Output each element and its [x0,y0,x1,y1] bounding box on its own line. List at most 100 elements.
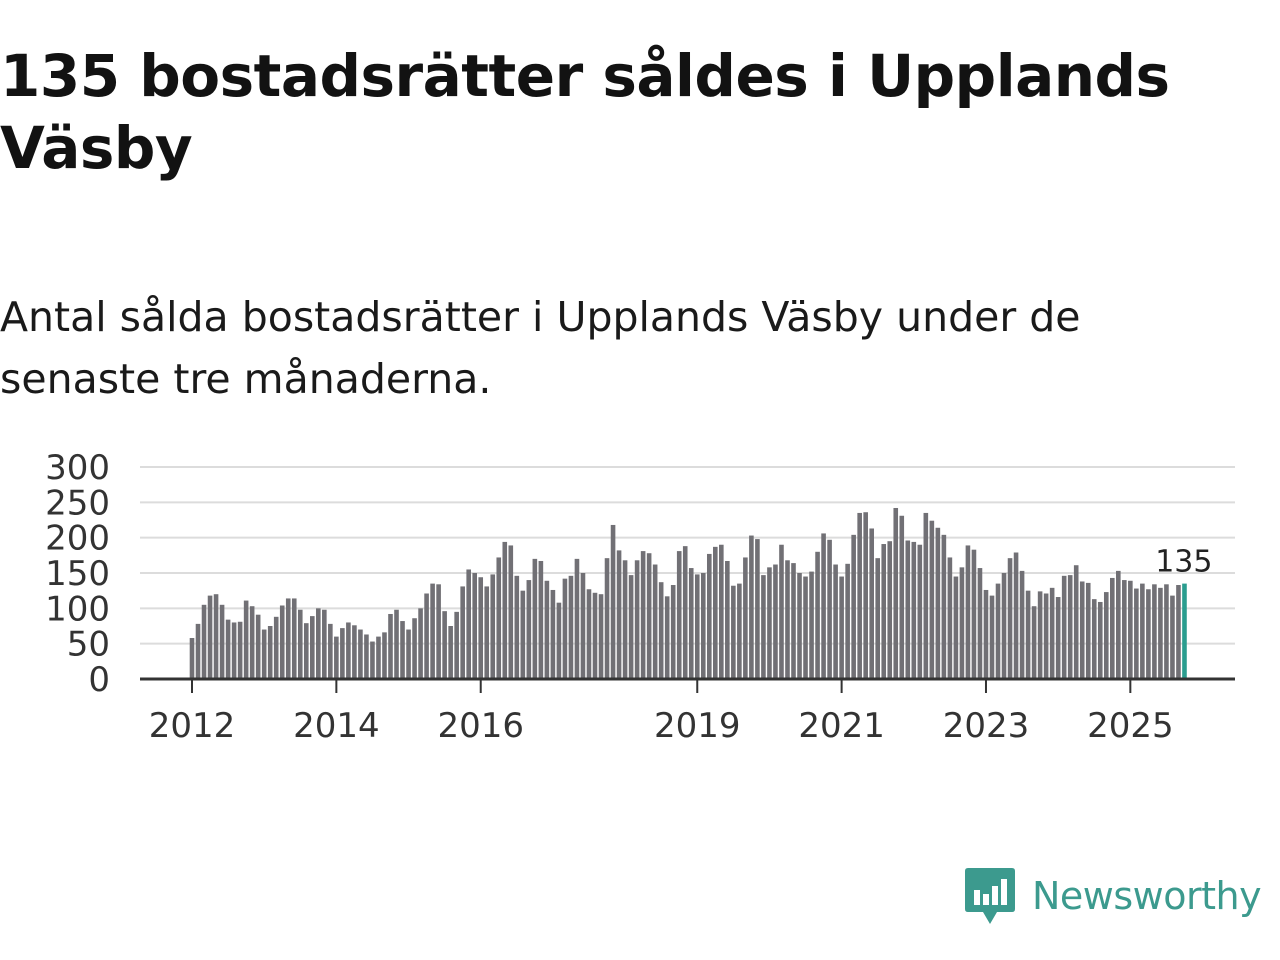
newsworthy-brand-name: Newsworthy [1032,874,1262,918]
bar [1061,575,1067,679]
bar [255,614,261,679]
chart-title: 135 bostadsrätter såldes i Upplands Väsb… [0,42,1170,182]
bar [923,512,929,679]
bar [857,512,862,679]
bar [761,575,766,679]
bar [346,622,351,679]
bar [911,541,917,679]
bar [580,573,586,679]
bar [231,622,237,679]
bar [1085,582,1091,679]
bar [340,628,345,679]
bar [851,534,856,679]
bar [484,586,490,679]
bar [1097,601,1103,679]
bar [352,625,357,679]
bar [376,636,381,679]
bar [544,580,550,679]
bar [562,578,568,679]
bar [929,520,935,679]
bar [460,586,465,679]
bar [436,584,441,679]
bar [213,594,219,679]
bar [803,576,808,679]
x-tick-label: 2023 [943,706,1030,746]
bar [688,568,694,679]
bar [881,544,887,679]
bar [965,545,971,679]
bar [1146,589,1151,679]
bar [1019,570,1025,679]
bar [279,605,285,679]
bar [791,563,796,679]
bar [568,575,574,679]
bar [273,616,279,679]
bar [418,608,423,679]
bar [316,608,321,679]
bar [1073,565,1079,679]
x-tick-label: 2025 [1087,706,1174,746]
y-tick-label: 100 [45,589,110,629]
bar [959,567,965,679]
bar [1122,580,1127,679]
bar [201,604,207,679]
bar [207,595,213,679]
bar [935,527,941,679]
bar [394,609,399,679]
bar [1158,587,1163,679]
bar [977,568,983,679]
bar [430,583,435,679]
x-tick-label: 2019 [654,706,741,746]
bar [508,545,514,679]
bar [989,595,995,679]
bar [502,541,508,679]
bar [1055,597,1061,679]
bar [706,553,712,679]
bar [905,540,911,679]
bar [731,585,736,679]
bar [291,598,297,679]
bar [676,551,682,679]
chart-subtitle: Antal sålda bostadsrätter i Upplands Väs… [0,293,1081,403]
bar [658,582,664,679]
bar [755,539,760,679]
bar [869,528,874,679]
bar [827,539,832,679]
bar [526,580,532,679]
bar [490,574,496,679]
y-tick-label: 200 [45,519,110,559]
bar [1079,581,1085,679]
bar [971,549,977,679]
bar [694,574,700,679]
bar [634,560,640,679]
bar [364,634,369,679]
bar [917,544,923,679]
bar [406,629,411,679]
bar [833,564,838,679]
bar [1031,606,1037,679]
bar [1103,592,1109,679]
newsworthy-logo-icon [965,868,1015,924]
bar [664,596,670,679]
bar [743,557,748,679]
bar [983,589,989,679]
bar [388,613,393,679]
bar [538,560,544,679]
bar [1170,595,1175,679]
bar [1109,577,1115,679]
bar [1043,593,1049,679]
bar [520,590,526,679]
bar [815,551,820,679]
x-tick-label: 2021 [798,706,885,746]
bar [1116,570,1121,679]
bar [610,524,616,679]
newsworthy-logo[interactable]: Newsworthy [964,866,1262,926]
bar [532,558,538,679]
bar [448,626,453,679]
bar [334,636,339,679]
x-tick-label: 2012 [149,706,236,746]
bar [550,589,556,679]
bar [1001,573,1007,679]
bar [797,573,802,679]
bar [899,515,905,679]
